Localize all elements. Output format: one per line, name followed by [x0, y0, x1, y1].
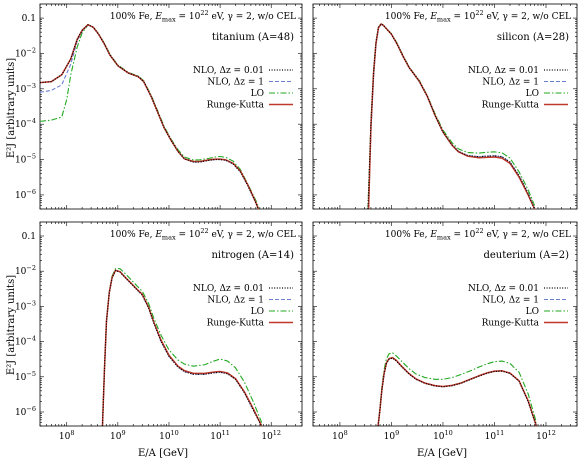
- x-tick-label: 1012: [261, 429, 281, 442]
- series-group: [367, 23, 536, 209]
- panel-annotation: 100% Fe, Emax = 1022 eV, γ = 2, w/o CEL: [385, 227, 571, 242]
- ticks: [39, 4, 303, 210]
- legend-label: Runge-Kutta: [207, 319, 265, 329]
- series-line-solid: [367, 23, 536, 209]
- ticks: [39, 222, 303, 427]
- legend-label: LO: [526, 89, 539, 99]
- species-label: titanium (A=48): [212, 32, 294, 43]
- legend-label: Runge-Kutta: [482, 101, 540, 111]
- panel-1: 10−6 10−5 10−4 10−3 10−2 0.1 100% Fe, Emax = 1…: [15, 3, 303, 210]
- y-tick-label: 10−2: [15, 264, 36, 277]
- x-tick-label: 1011: [210, 429, 230, 442]
- y-axis-label-bottom: E²J [arbitrary units]: [6, 275, 17, 375]
- y-tick-label: 10−3: [15, 82, 36, 95]
- y-tick-label: 10−3: [15, 299, 36, 312]
- x-tick-label: 109: [110, 429, 126, 442]
- series-line-dashdot: [40, 24, 260, 209]
- x-tick-label: 1010: [159, 429, 179, 442]
- legend: NLO, Δz = 0.01 NLO, Δz = 1LO Runge-Kutta: [193, 284, 293, 329]
- legend-label: NLO, Δz = 1: [207, 296, 264, 306]
- series-line-dotted: [377, 357, 537, 426]
- panel-annotation: 100% Fe, Emax = 1022 eV, γ = 2, w/o CEL: [385, 9, 571, 24]
- y-tick-label: 10−5: [15, 153, 36, 166]
- panel-2: 100% Fe, Emax = 1022 eV, γ = 2, w/o CEL s…: [312, 3, 578, 210]
- plot-frame: [312, 3, 578, 210]
- series-line-dotted: [101, 269, 263, 426]
- panel-3: 10−6 10−5 10−4 10−3 10−2 0.1 108 109 1010 1011 101…: [15, 221, 303, 442]
- legend: NLO, Δz = 0.01 NLO, Δz = 1LO Runge-Kutta: [193, 66, 293, 111]
- legend-label: NLO, Δz = 0.01: [193, 66, 264, 76]
- y-tick-label: 0.1: [22, 14, 36, 24]
- legend: NLO, Δz = 0.01 NLO, Δz = 1LO Runge-Kutta: [468, 284, 568, 329]
- series-group: [101, 268, 263, 426]
- x-tick-label: 108: [332, 429, 348, 442]
- legend-label: LO: [251, 89, 264, 99]
- species-label: deuterium (A=2): [483, 250, 569, 261]
- legend: NLO, Δz = 0.01 NLO, Δz = 1LO Runge-Kutta: [468, 66, 568, 111]
- y-tick-label: 10−4: [15, 335, 36, 348]
- legend-label: Runge-Kutta: [482, 319, 540, 329]
- series-line-dashdot: [377, 352, 537, 426]
- plot-frame: [312, 221, 578, 427]
- series-group: [40, 23, 260, 209]
- x-tick-label: 1012: [536, 429, 556, 442]
- legend-label: NLO, Δz = 0.01: [468, 284, 539, 294]
- legend-label: NLO, Δz = 1: [207, 78, 264, 88]
- legend-label: Runge-Kutta: [207, 101, 265, 111]
- y-tick-label: 10−4: [15, 117, 36, 130]
- y-tick-label: 10−5: [15, 370, 36, 383]
- ticks: [312, 222, 578, 427]
- series-line-dashed: [101, 270, 263, 426]
- ticks: [312, 4, 578, 210]
- legend-label: NLO, Δz = 1: [482, 78, 539, 88]
- series-group: [377, 352, 538, 426]
- y-tick-label: 10−6: [15, 405, 36, 418]
- x-tick-label: 108: [59, 429, 75, 442]
- species-label: nitrogen (A=14): [211, 250, 294, 261]
- legend-label: LO: [251, 307, 264, 317]
- y-tick-label: 0.1: [22, 232, 36, 242]
- plot-frame: [39, 221, 303, 427]
- panel-annotation: 100% Fe, Emax = 1022 eV, γ = 2, w/o CEL: [110, 9, 296, 24]
- legend-label: NLO, Δz = 0.01: [193, 284, 264, 294]
- legend-label: NLO, Δz = 0.01: [468, 66, 539, 76]
- legend-label: LO: [526, 307, 539, 317]
- x-axis-label-right: E/A [GeV]: [417, 448, 467, 459]
- x-tick-label: 109: [384, 429, 400, 442]
- x-tick-label: 1011: [485, 429, 505, 442]
- series-line-solid: [377, 356, 538, 426]
- panel-annotation: 100% Fe, Emax = 1022 eV, γ = 2, w/o CEL: [110, 227, 296, 242]
- y-tick-label: 10−2: [15, 46, 36, 59]
- series-line-dashed: [377, 357, 537, 426]
- plot-frame: [39, 3, 303, 210]
- x-tick-label: 1010: [433, 429, 453, 442]
- series-line-dashed: [368, 23, 536, 209]
- series-line-solid: [40, 23, 260, 209]
- species-label: silicon (A=28): [497, 32, 569, 43]
- y-tick-label: 10−6: [15, 188, 36, 201]
- y-axis-label-top: E²J [arbitrary units]: [6, 58, 17, 158]
- series-line-dotted: [367, 23, 536, 209]
- panel-4: 108 109 1010 1011 1012 100% Fe, Emax = 1022 e…: [312, 221, 578, 442]
- series-line-dashdot: [367, 23, 536, 209]
- legend-label: NLO, Δz = 1: [482, 296, 539, 306]
- series-line-solid: [101, 269, 263, 426]
- x-axis-label-left: E/A [GeV]: [138, 448, 188, 459]
